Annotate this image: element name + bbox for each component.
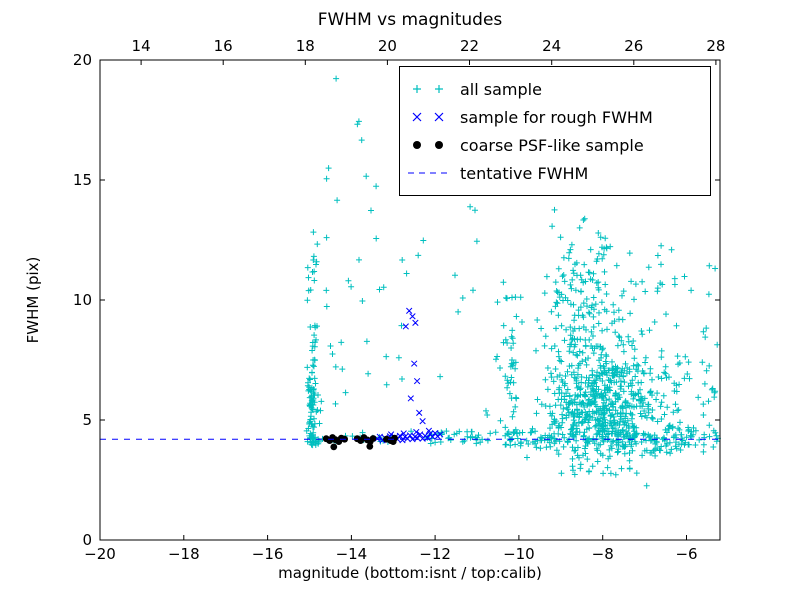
tick-label: 5 bbox=[82, 411, 92, 429]
legend-label: coarse PSF-like sample bbox=[460, 135, 644, 155]
tick-label: 28 bbox=[706, 37, 725, 55]
tick-label: −18 bbox=[168, 545, 200, 563]
tick-label: −10 bbox=[503, 545, 535, 563]
chart-title: FWHM vs magnitudes bbox=[317, 10, 503, 30]
tick-label: 24 bbox=[542, 37, 561, 55]
tick-label: −12 bbox=[419, 545, 451, 563]
axes: −20 −18 −16 −14 −12 −10 −8 −6 14 16 18 20 22 24 26 28 0 5… bbox=[73, 37, 726, 563]
tick-label: 15 bbox=[73, 171, 92, 189]
series-rough-fwhm-sample bbox=[374, 307, 444, 444]
all-sample-marker-icon bbox=[413, 85, 443, 93]
tick-label: 20 bbox=[73, 51, 92, 69]
tick-label: 14 bbox=[132, 37, 151, 55]
legend-item-all-sample: all sample bbox=[406, 75, 704, 103]
coarse-psf-sample-marker-icon bbox=[413, 141, 443, 149]
legend-label: all sample bbox=[460, 79, 542, 99]
tick-label: 0 bbox=[82, 531, 92, 549]
tick-label: 20 bbox=[378, 37, 397, 55]
tick-label: −14 bbox=[336, 545, 368, 563]
tick-label: 22 bbox=[460, 37, 479, 55]
tick-label: 16 bbox=[214, 37, 233, 55]
legend-item-coarse-psf-sample: coarse PSF-like sample bbox=[406, 131, 704, 159]
tick-label: −8 bbox=[592, 545, 614, 563]
tick-label: −16 bbox=[252, 545, 284, 563]
tick-label: 10 bbox=[73, 291, 92, 309]
tentative-fwhm-marker-icon bbox=[408, 172, 448, 174]
y-axis-label: FWHM (pix) bbox=[24, 256, 42, 344]
legend-item-tentative-fwhm: tentative FWHM bbox=[406, 159, 704, 187]
rough-fwhm-sample-marker-icon bbox=[412, 112, 444, 122]
tick-label: −20 bbox=[84, 545, 116, 563]
series-all-sample bbox=[303, 75, 721, 489]
legend-label: sample for rough FWHM bbox=[460, 107, 653, 127]
x-axis-label: magnitude (bottom:isnt / top:calib) bbox=[278, 564, 542, 582]
series-coarse-psf-sample bbox=[322, 434, 398, 451]
legend-label: tentative FWHM bbox=[460, 163, 589, 183]
tick-label: 18 bbox=[296, 37, 315, 55]
legend-item-rough-fwhm-sample: sample for rough FWHM bbox=[406, 103, 704, 131]
legend: all sample sample for rough FWHM coarse PS… bbox=[399, 66, 711, 196]
tick-label: −6 bbox=[675, 545, 697, 563]
tick-label: 26 bbox=[624, 37, 643, 55]
